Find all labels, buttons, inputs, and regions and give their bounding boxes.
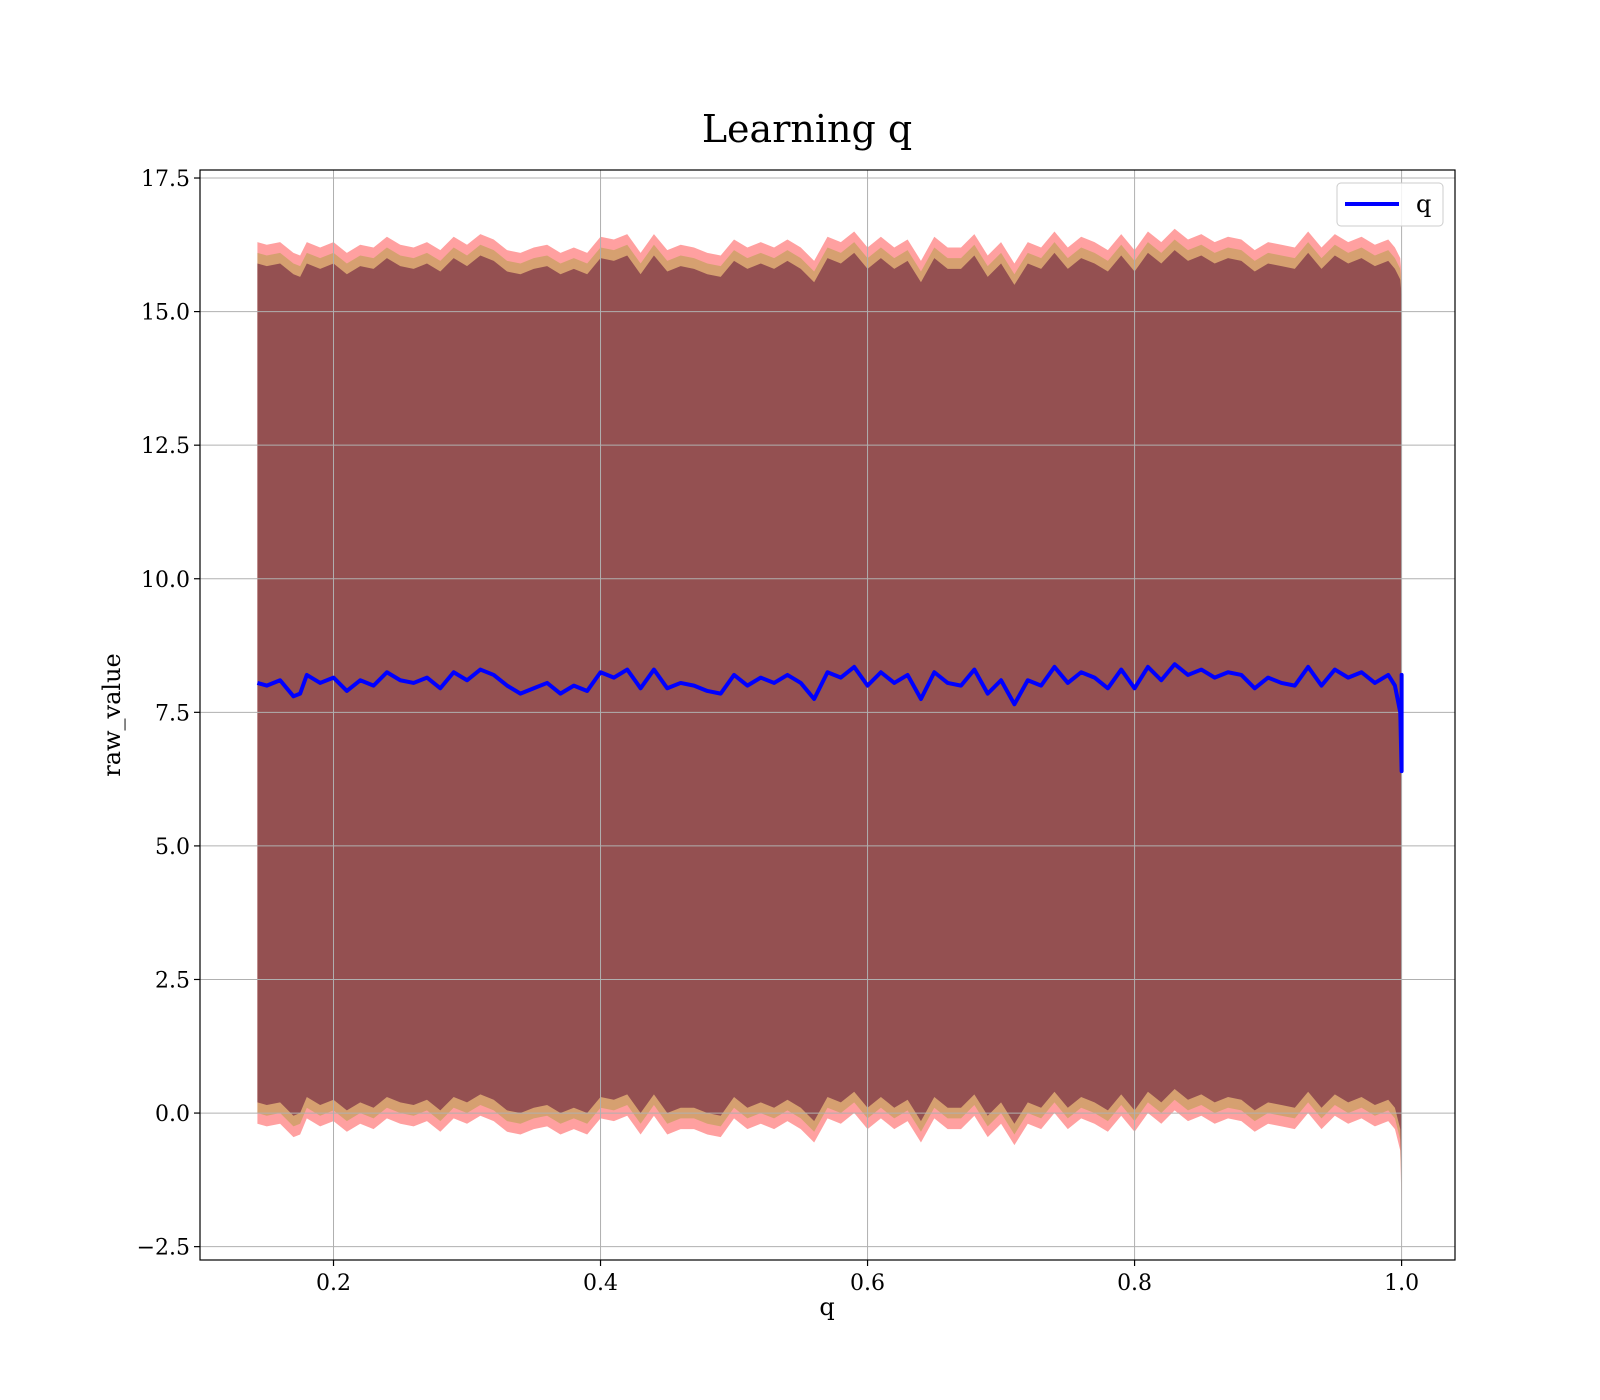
plot-frame xyxy=(199,169,1456,1261)
legend-label-q: q xyxy=(1416,190,1431,218)
band-2 xyxy=(257,250,1402,1188)
x-tick-label-0: 0.2 xyxy=(316,1271,351,1296)
y-axis-label: raw_value xyxy=(98,653,126,777)
x-axis-ticks: 0.2 0.4 0.6 0.8 1.0 xyxy=(316,1260,1419,1296)
y-tick-label-1: 0.0 xyxy=(155,1102,190,1127)
legend: q xyxy=(1336,182,1444,227)
confidence-bands xyxy=(257,228,1402,1210)
y-tick-label-5: 10.0 xyxy=(141,568,190,593)
x-tick-label-1: 0.4 xyxy=(583,1271,618,1296)
y-axis-ticks: −2.5 0.0 2.5 5.0 7.5 10.0 12.5 15.0 17.5 xyxy=(137,167,200,1261)
x-axis-label: q xyxy=(819,1293,834,1321)
y-tick-label-3: 5.0 xyxy=(155,835,190,860)
grid-lines xyxy=(200,170,1455,1260)
y-tick-label-6: 12.5 xyxy=(141,434,190,459)
chart-title: Learning q xyxy=(702,107,912,151)
y-tick-label-2: 2.5 xyxy=(155,968,190,993)
x-tick-label-3: 0.8 xyxy=(1117,1271,1152,1296)
y-tick-label-7: 15.0 xyxy=(141,301,190,326)
series-line-q xyxy=(256,662,1404,774)
y-tick-label-4: 7.5 xyxy=(155,701,190,726)
series-lines xyxy=(256,662,1404,774)
y-tick-label-0: −2.5 xyxy=(137,1236,190,1261)
x-tick-label-4: 1.0 xyxy=(1384,1271,1419,1296)
y-tick-label-8: 17.5 xyxy=(141,167,190,192)
x-tick-label-2: 0.6 xyxy=(850,1271,885,1296)
